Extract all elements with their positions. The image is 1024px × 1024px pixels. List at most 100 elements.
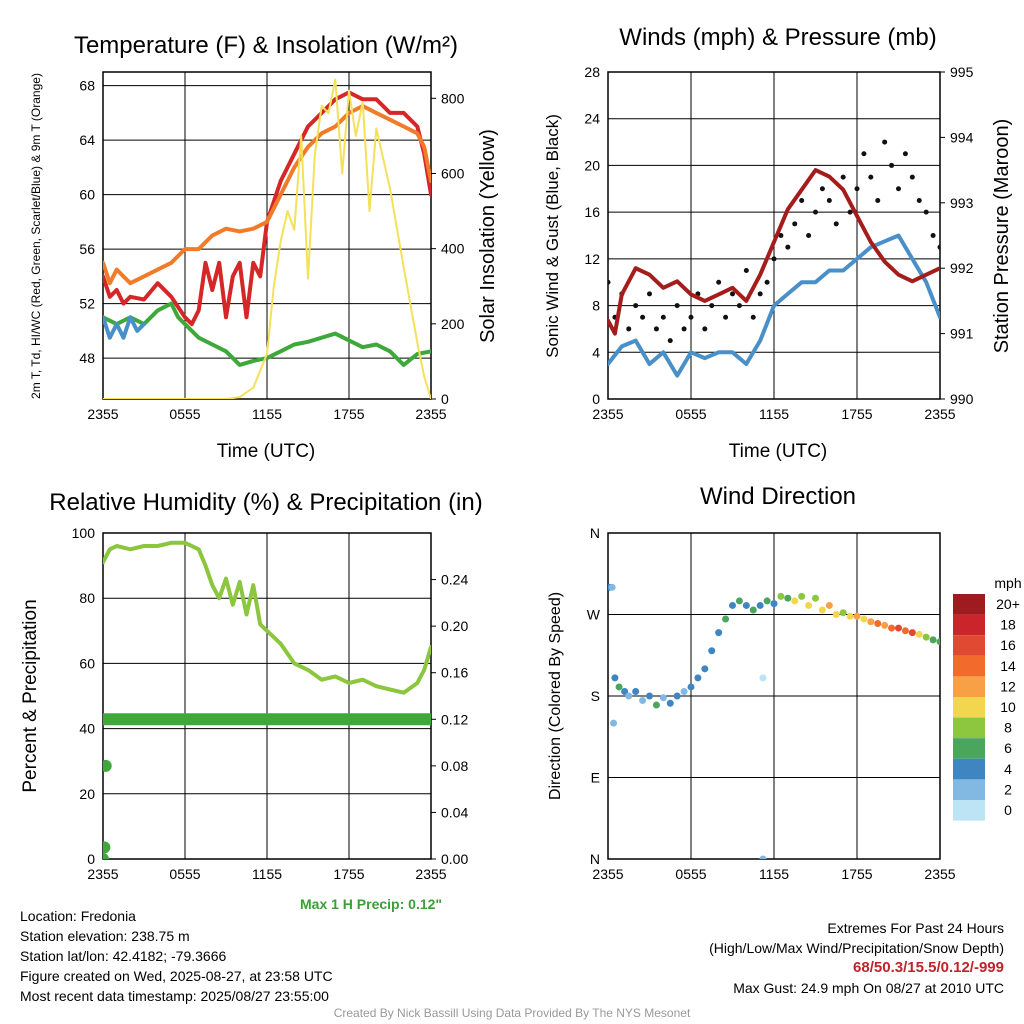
direction-point xyxy=(798,592,806,600)
y-right-tick-label: 0.12 xyxy=(441,711,468,727)
data-point xyxy=(813,209,818,215)
direction-point xyxy=(805,601,813,609)
y-axis-label: Percent & Precipitation xyxy=(20,599,41,792)
x-tick-label: 2355 xyxy=(592,406,623,422)
data-point xyxy=(868,174,874,180)
legend-swatch xyxy=(953,717,985,739)
plot-area xyxy=(103,78,431,399)
data-point xyxy=(103,853,109,859)
y-right-tick-label: 600 xyxy=(441,165,465,181)
direction-point xyxy=(791,597,799,605)
data-point xyxy=(750,314,756,320)
direction-point xyxy=(673,692,681,700)
data-point xyxy=(937,244,940,250)
direction-point xyxy=(694,674,702,682)
direction-point xyxy=(756,601,764,609)
data-point xyxy=(854,186,860,192)
plot-frame xyxy=(102,532,432,860)
plot-area xyxy=(608,139,940,378)
y-right-tick-label: 993 xyxy=(950,195,974,211)
data-point xyxy=(785,244,791,250)
y-right-tick-label: 0.00 xyxy=(441,851,468,867)
legend-swatch xyxy=(953,614,985,636)
direction-point xyxy=(915,630,923,638)
y-tick-label: 8 xyxy=(592,298,600,314)
direction-point xyxy=(818,606,826,614)
y-tick-label: 28 xyxy=(584,64,600,80)
data-point xyxy=(896,186,901,192)
y-right-tick-label: 992 xyxy=(950,260,974,276)
direction-point xyxy=(881,621,889,629)
direction-point xyxy=(901,627,909,635)
direction-point xyxy=(922,633,930,641)
x-tick-label: 0555 xyxy=(169,866,200,882)
x-tick-label: 0555 xyxy=(675,866,706,882)
x-tick-label: 1155 xyxy=(759,866,789,882)
chart-title: Relative Humidity (%) & Precipitation (i… xyxy=(49,489,482,516)
x-tick-label: 2355 xyxy=(415,406,446,422)
y-tick-label: 4 xyxy=(592,344,600,360)
y-tick-label: 60 xyxy=(79,655,95,671)
y-axis-label: 2m T, Td, HI/WC (Red, Green, Scarlet/Blu… xyxy=(29,73,43,399)
y-tick-label: W xyxy=(587,607,601,623)
x-tick-label: 1755 xyxy=(841,866,872,882)
data-point xyxy=(847,209,853,215)
y-tick-label: 20 xyxy=(79,786,95,802)
y-tick-label: 16 xyxy=(584,204,600,220)
data-point xyxy=(764,279,770,285)
data-point xyxy=(833,221,839,227)
created-text: Figure created on Wed, 2025-08-27, at 23… xyxy=(20,968,333,984)
data-point xyxy=(771,256,777,262)
recent-text: Most recent data timestamp: 2025/08/27 2… xyxy=(20,988,329,1004)
data-point xyxy=(723,314,729,320)
extremes-subtitle: (High/Low/Max Wind/Precipitation/Snow De… xyxy=(709,940,1004,956)
y-right-tick-label: 990 xyxy=(950,391,974,407)
y-tick-label: 60 xyxy=(79,187,95,203)
data-point xyxy=(660,314,666,320)
data-point xyxy=(819,186,825,192)
direction-point xyxy=(895,624,902,632)
plot-area xyxy=(608,583,940,859)
x-axis-label: Time (UTC) xyxy=(217,441,316,462)
x-tick-label: 0555 xyxy=(169,406,200,422)
y-tick-label: 48 xyxy=(79,350,95,366)
x-tick-label: 1155 xyxy=(759,406,789,422)
extremes-values: 68/50.3/15.5/0.12/-999 xyxy=(853,959,1004,976)
y-right-tick-label: 400 xyxy=(441,241,465,257)
direction-point xyxy=(666,699,674,707)
x-tick-label: 2355 xyxy=(592,866,623,882)
legend-swatch xyxy=(953,655,985,677)
plot-area xyxy=(103,540,431,859)
data-point xyxy=(902,151,908,157)
y-right-tick-label: 200 xyxy=(441,316,465,332)
legend-label: 12 xyxy=(1000,678,1016,694)
data-point xyxy=(103,759,112,772)
x-tick-label: 2355 xyxy=(924,406,955,422)
data-point xyxy=(806,233,812,238)
data-point xyxy=(667,338,673,344)
direction-point xyxy=(722,615,730,623)
data-point xyxy=(882,139,888,145)
legend-swatch xyxy=(953,758,985,780)
x-axis-label: Time (UTC) xyxy=(729,441,828,462)
direction-point xyxy=(853,612,861,620)
y-tick-label: 24 xyxy=(584,111,600,127)
legend-swatch xyxy=(953,594,985,615)
direction-point xyxy=(860,615,868,623)
data-point xyxy=(875,197,881,203)
series-line xyxy=(608,168,940,336)
y-right-axis-label: Solar Insolation (Yellow) xyxy=(477,129,499,343)
direction-point xyxy=(708,647,716,655)
data-point xyxy=(103,841,111,854)
y-tick-label: E xyxy=(591,770,600,786)
direction-point xyxy=(715,629,723,637)
y-tick-label: 0 xyxy=(87,851,95,867)
direction-point xyxy=(777,592,785,600)
direction-point xyxy=(652,701,660,709)
direction-point xyxy=(659,694,667,702)
extremes-title: Extremes For Past 24 Hours xyxy=(827,920,1004,936)
direction-point xyxy=(812,594,819,602)
station-info: Location: Fredonia Station elevation: 23… xyxy=(20,906,333,1006)
legend-label: 14 xyxy=(1000,658,1016,674)
